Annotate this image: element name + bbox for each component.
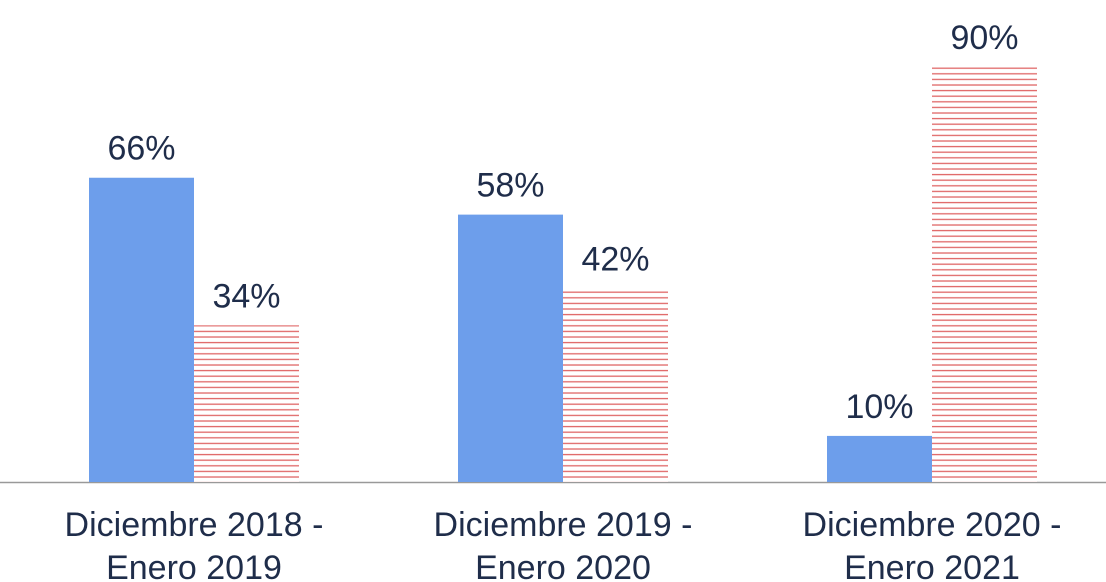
data-label: 42% [581,240,649,278]
bar [563,288,668,482]
bar [89,177,194,483]
bar [194,325,299,482]
bar [458,214,563,482]
bar [932,67,1037,482]
data-label: 34% [212,277,280,315]
x-tick-label: Enero 2021 [844,549,1020,582]
x-tick-label: Diciembre 2019 - [434,506,693,544]
x-tick-label: Enero 2020 [475,549,651,582]
data-label: 58% [476,167,544,205]
x-tick-label: Diciembre 2020 - [803,506,1062,544]
data-label: 10% [845,388,913,426]
data-label: 90% [950,19,1018,57]
bar [827,435,932,482]
x-tick-label: Enero 2019 [106,549,282,582]
x-tick-label: Diciembre 2018 - [65,506,324,544]
data-label: 66% [107,130,175,168]
